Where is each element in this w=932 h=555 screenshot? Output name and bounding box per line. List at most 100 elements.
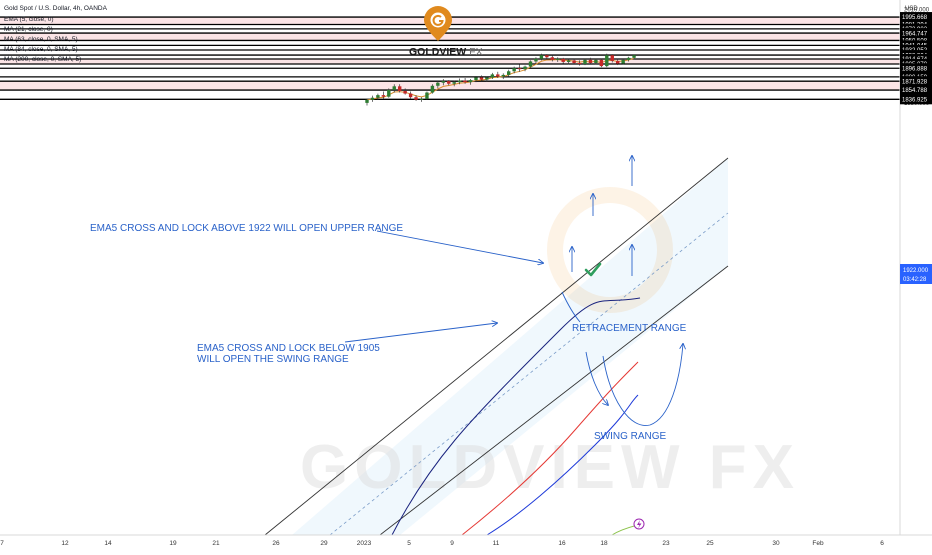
level-label-box bbox=[900, 63, 932, 74]
candle-body bbox=[485, 77, 489, 80]
candle-body bbox=[452, 82, 456, 84]
indicator-ma200[interactable]: MA (200, close, 0, SMA, 5) bbox=[4, 56, 81, 63]
candle-body bbox=[594, 59, 598, 63]
candle-body bbox=[490, 74, 495, 78]
channel-fill bbox=[292, 158, 728, 535]
current-price-countdown: 03:42:28 bbox=[903, 277, 927, 283]
candle-body bbox=[528, 61, 533, 67]
projection-arrows bbox=[344, 156, 683, 426]
candle-body bbox=[414, 97, 418, 100]
time-tick-label: Feb bbox=[812, 540, 824, 547]
time-tick-label: 26 bbox=[272, 540, 280, 547]
time-tick-label: 12 bbox=[61, 540, 69, 547]
retracement-arrow bbox=[585, 351, 608, 405]
candle-body bbox=[583, 59, 587, 65]
price-tick-label: 2010.000 bbox=[904, 8, 930, 14]
pointer-arrow-lower bbox=[344, 323, 497, 343]
time-axis[interactable]: 7 12 14 19 21 26 29 2023 5 9 11 16 18 23 25 30 Feb 6 bbox=[0, 518, 932, 550]
candle-body bbox=[572, 60, 576, 63]
map-pin-logo-icon bbox=[424, 6, 452, 41]
candle-body bbox=[463, 80, 467, 83]
brand-name: GOLDVIEW FX bbox=[409, 46, 483, 58]
level-labels: 1995.6681981.2941972.9021964.7471950.508… bbox=[900, 12, 932, 105]
indicator-ma84[interactable]: MA (84, close, 0, SMA, 5) bbox=[4, 46, 78, 53]
swing-range-annotation-line1: EMA5 CROSS AND LOCK BELOW 1905 bbox=[197, 343, 380, 354]
horizontal-levels bbox=[0, 16, 900, 100]
indicator-ma63[interactable]: MA (63, close, 0, SMA, 5) bbox=[4, 36, 78, 43]
time-tick-label: 21 bbox=[212, 540, 220, 547]
time-tick-label: 23 bbox=[662, 540, 670, 547]
current-price-tag: 1922.000 03:42:28 bbox=[900, 264, 932, 284]
candle-body bbox=[610, 55, 614, 61]
time-tick-label: 14 bbox=[104, 540, 112, 547]
level-label-box bbox=[900, 28, 932, 39]
retracement-pointer bbox=[561, 291, 581, 323]
level-label-box bbox=[900, 94, 932, 105]
ma63-line bbox=[461, 361, 639, 536]
time-tick-label: 29 bbox=[320, 540, 328, 547]
level-label-box bbox=[900, 85, 932, 96]
time-tick-label: 16 bbox=[558, 540, 566, 547]
pointer-arrow-upper bbox=[376, 230, 543, 263]
candle-body bbox=[398, 86, 402, 91]
candle-body bbox=[474, 77, 478, 81]
time-tick-label: 19 bbox=[169, 540, 177, 547]
indicator-ema5[interactable]: EMA (5, close, 0) bbox=[4, 16, 54, 23]
candle-body bbox=[632, 55, 636, 58]
time-tick-label: 25 bbox=[706, 540, 714, 547]
level-label: 1995.668 bbox=[902, 15, 928, 21]
ma84-line bbox=[486, 394, 639, 536]
candle-body bbox=[376, 95, 380, 98]
channel-upper-line bbox=[264, 157, 729, 536]
candle-body bbox=[534, 58, 538, 62]
candle-body bbox=[501, 74, 505, 77]
candle-body bbox=[436, 82, 440, 86]
candle-body bbox=[561, 58, 565, 62]
time-tick-label: 5 bbox=[407, 540, 411, 547]
swing-range-label: SWING RANGE bbox=[594, 431, 667, 442]
time-tick-label: 6 bbox=[880, 540, 884, 547]
candle-body bbox=[539, 55, 544, 59]
currency-label: USD bbox=[905, 6, 918, 12]
candle-body bbox=[550, 57, 554, 60]
candle-body bbox=[447, 81, 451, 84]
candle-body bbox=[419, 98, 424, 100]
candle-body bbox=[566, 60, 571, 62]
candle-body bbox=[588, 59, 593, 63]
candles bbox=[365, 53, 636, 106]
candle-body bbox=[441, 81, 445, 83]
level-label-box bbox=[900, 45, 932, 56]
candle-body bbox=[457, 80, 462, 83]
candle-body bbox=[387, 89, 391, 97]
swing-range-annotation-line2: WILL OPEN THE SWING RANGE bbox=[197, 354, 349, 365]
candle-body bbox=[556, 58, 560, 60]
candle-body bbox=[370, 97, 375, 100]
upper-range-annotation: EMA5 CROSS AND LOCK ABOVE 1922 WILL OPEN… bbox=[90, 223, 403, 234]
channel-fill-area bbox=[292, 158, 728, 535]
candle-body bbox=[381, 95, 386, 97]
indicator-ma21[interactable]: MA (21, close, 0) bbox=[4, 26, 53, 33]
current-price-value: 1922.000 bbox=[903, 268, 929, 274]
candle-body bbox=[365, 99, 369, 103]
lightning-icon[interactable] bbox=[633, 518, 645, 530]
legend: Gold Spot / U.S. Dollar, 4h, OANDA EMA (… bbox=[4, 5, 108, 63]
checkmark-icon bbox=[584, 262, 602, 277]
retracement-range-label: RETRACEMENT RANGE bbox=[572, 323, 687, 334]
candle-body bbox=[517, 68, 522, 70]
time-tick-label: 2023 bbox=[357, 540, 372, 547]
symbol-title[interactable]: Gold Spot / U.S. Dollar, 4h, OANDA bbox=[4, 5, 108, 12]
level-label: 1896.888 bbox=[902, 66, 928, 72]
swing-arrow bbox=[602, 344, 683, 426]
candle-body bbox=[523, 66, 527, 70]
candle-body bbox=[430, 85, 435, 93]
zone-band bbox=[0, 33, 900, 41]
watermark-logo-icon bbox=[547, 187, 673, 313]
price-axis[interactable]: USD 2010.0002000.0001990.0001970.0001960… bbox=[899, 0, 932, 535]
candle-body bbox=[626, 57, 631, 60]
candle-body bbox=[403, 90, 407, 94]
goldview-logo: GOLDVIEW FX bbox=[409, 6, 483, 58]
zone-band bbox=[0, 59, 900, 64]
candle-body bbox=[507, 71, 511, 75]
candle-body bbox=[468, 80, 473, 83]
